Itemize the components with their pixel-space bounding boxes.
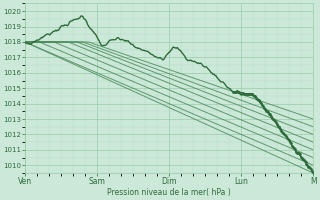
X-axis label: Pression niveau de la mer( hPa ): Pression niveau de la mer( hPa ) bbox=[107, 188, 231, 197]
